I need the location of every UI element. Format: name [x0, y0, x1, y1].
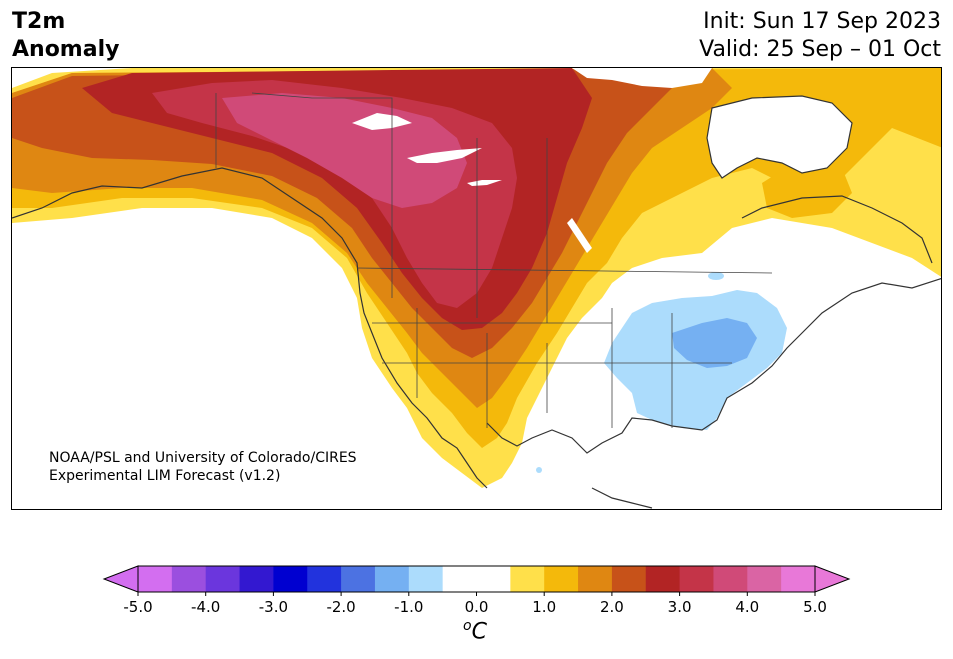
colorbar-tick-label: 5.0	[803, 598, 827, 616]
lake-winnipeg	[567, 218, 592, 253]
colorbar-segment	[205, 566, 241, 592]
warm-contour-2-east	[762, 158, 852, 218]
colorbar-segment	[171, 566, 207, 592]
colorbar-under-arrow	[102, 565, 139, 593]
arctic-water	[572, 68, 712, 88]
colorbar-tick-label: 4.0	[735, 598, 760, 616]
colorbar-tick-label: -1.0	[394, 598, 424, 616]
colorbar-segment	[374, 566, 410, 592]
colorbar-segment	[138, 566, 173, 592]
cool-spot-north	[708, 272, 724, 280]
colorbar-segment	[544, 566, 579, 592]
colorbar-tick-label: 0.0	[464, 598, 489, 616]
init-date: Init: Sun 17 Sep 2023	[703, 9, 941, 34]
colorbar-segment	[408, 566, 444, 592]
colorbar-tick-label: 3.0	[667, 598, 692, 616]
title-line-1: T2m	[12, 9, 66, 34]
colorbar-segment	[679, 566, 714, 592]
valid-date: Valid: 25 Sep – 01 Oct	[699, 37, 941, 62]
coastlines	[12, 95, 941, 509]
colorbar-tick-label: -4.0	[191, 598, 221, 616]
colorbar-segment	[747, 566, 782, 592]
colorbar-segment	[611, 566, 647, 592]
colorbar-segment	[239, 566, 274, 592]
colorbar-unit: oC	[463, 618, 487, 644]
colorbar-tick-label: 2.0	[599, 598, 624, 616]
great-slave-lake	[407, 148, 482, 163]
colorbar-segment	[273, 566, 308, 592]
title-line-2: Anomaly	[12, 37, 120, 62]
credit-line-2: Experimental LIM Forecast (v1.2)	[49, 468, 281, 484]
colorbar	[102, 565, 851, 596]
colorbar-over-arrow	[814, 565, 851, 593]
colorbar-tick-label: -2.0	[326, 598, 356, 616]
colorbar-tick-label: -3.0	[258, 598, 289, 616]
colorbar-tick-label: 1.0	[532, 598, 557, 616]
colorbar-tick-label: -5.0	[123, 598, 153, 616]
cool-spot-gulf	[536, 467, 542, 473]
lake-athabasca	[467, 180, 502, 186]
hudson-bay	[707, 96, 852, 178]
anomaly-map	[12, 68, 941, 509]
credit-line-1: NOAA/PSL and University of Colorado/CIRE…	[49, 450, 357, 466]
unit-letter: C	[471, 619, 487, 645]
forecast-dates: Init: Sun 17 Sep 2023 Valid: 25 Sep – 01…	[699, 8, 941, 64]
colorbar-segment	[713, 566, 748, 592]
map-panel	[11, 67, 942, 510]
colorbar-segment	[510, 566, 545, 592]
map-title: T2m Anomaly	[12, 8, 119, 64]
great-bear-lake	[352, 113, 412, 130]
colorbar-segment	[307, 566, 342, 592]
colorbar-segment	[645, 566, 681, 592]
colorbar-segment	[781, 566, 816, 592]
colorbar-segment	[341, 566, 376, 592]
credit-text: NOAA/PSL and University of Colorado/CIRE…	[49, 449, 357, 485]
political-borders	[215, 92, 773, 428]
colorbar-segment	[476, 566, 511, 592]
unit-degree: o	[463, 618, 472, 634]
colorbar-segment	[442, 566, 477, 592]
cool-contour-2	[672, 318, 757, 368]
colorbar-segment	[578, 566, 613, 592]
